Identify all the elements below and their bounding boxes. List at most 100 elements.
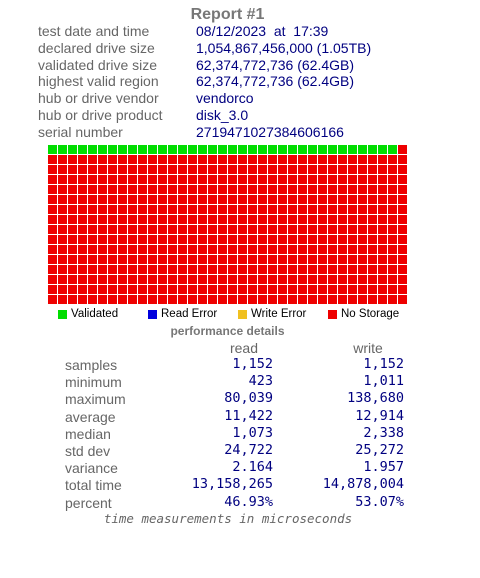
block — [58, 145, 67, 154]
block — [158, 235, 167, 244]
read-value: 80,039 — [224, 390, 273, 407]
block — [188, 265, 197, 274]
block — [388, 235, 397, 244]
block — [208, 255, 217, 264]
block — [268, 295, 277, 304]
block — [388, 285, 397, 294]
block — [48, 165, 57, 174]
block — [398, 145, 407, 154]
block — [308, 295, 317, 304]
info-value: disk_3.0 — [196, 107, 249, 123]
block — [118, 285, 127, 294]
block — [88, 175, 97, 184]
block — [168, 245, 177, 254]
block — [248, 195, 257, 204]
block — [78, 165, 87, 174]
block — [228, 175, 237, 184]
block — [188, 295, 197, 304]
block — [68, 225, 77, 234]
block — [138, 155, 147, 164]
block — [128, 165, 137, 174]
block — [88, 295, 97, 304]
block — [168, 145, 177, 154]
block — [218, 215, 227, 224]
block — [178, 245, 187, 254]
block — [388, 225, 397, 234]
block — [98, 285, 107, 294]
block — [288, 265, 297, 274]
block — [178, 285, 187, 294]
block — [218, 175, 227, 184]
block — [298, 185, 307, 194]
block — [128, 205, 137, 214]
block — [148, 195, 157, 204]
block — [108, 165, 117, 174]
block — [208, 155, 217, 164]
block — [268, 195, 277, 204]
block — [88, 235, 97, 244]
block — [68, 145, 77, 154]
block — [58, 165, 67, 174]
block — [378, 155, 387, 164]
column-header: write — [353, 340, 383, 356]
block — [298, 285, 307, 294]
block — [118, 225, 127, 234]
block — [278, 185, 287, 194]
block — [148, 145, 157, 154]
block — [398, 265, 407, 274]
block — [68, 215, 77, 224]
block — [338, 225, 347, 234]
block — [148, 165, 157, 174]
stat-label: std dev — [65, 443, 111, 459]
block — [358, 255, 367, 264]
block — [328, 195, 337, 204]
block — [328, 215, 337, 224]
block — [208, 235, 217, 244]
block — [268, 185, 277, 194]
block — [128, 175, 137, 184]
block — [198, 165, 207, 174]
block — [168, 195, 177, 204]
block — [138, 285, 147, 294]
block — [258, 215, 267, 224]
block — [118, 185, 127, 194]
block — [368, 235, 377, 244]
stat-label: maximum — [65, 391, 126, 408]
block — [298, 145, 307, 154]
block — [228, 215, 237, 224]
block — [258, 235, 267, 244]
block — [368, 205, 377, 214]
block — [168, 175, 177, 184]
block — [238, 225, 247, 234]
block — [278, 205, 287, 214]
block — [218, 165, 227, 174]
block — [78, 215, 87, 224]
block — [68, 235, 77, 244]
block — [398, 225, 407, 234]
block — [388, 165, 397, 174]
block — [278, 175, 287, 184]
block — [198, 235, 207, 244]
block — [278, 215, 287, 224]
block — [338, 145, 347, 154]
block — [298, 155, 307, 164]
block — [68, 245, 77, 254]
block — [358, 155, 367, 164]
block — [288, 225, 297, 234]
block — [208, 285, 217, 294]
block — [278, 195, 287, 204]
block — [158, 265, 167, 274]
block — [158, 295, 167, 304]
block — [198, 155, 207, 164]
info-label: test date and time — [38, 23, 150, 39]
block — [58, 195, 67, 204]
block — [118, 235, 127, 244]
block — [328, 155, 337, 164]
block — [188, 175, 197, 184]
legend-label: Validated — [71, 308, 119, 320]
stat-label: percent — [65, 494, 112, 511]
block — [238, 205, 247, 214]
block — [158, 145, 167, 154]
block — [308, 245, 317, 254]
block — [218, 225, 227, 234]
